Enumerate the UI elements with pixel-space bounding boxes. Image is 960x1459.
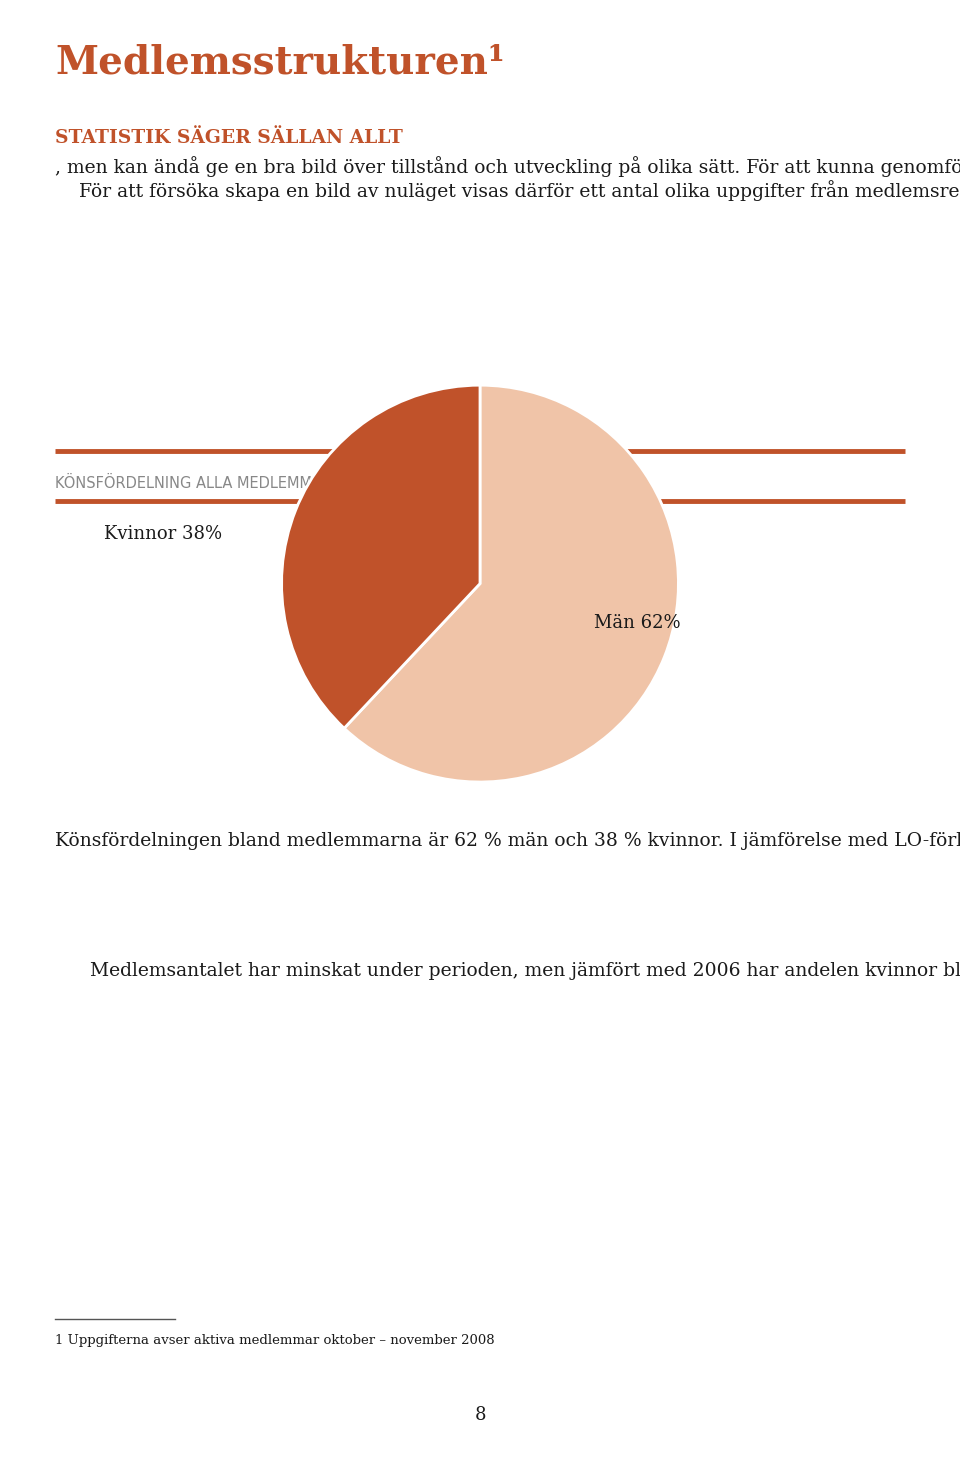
Text: 1 Uppgifterna avser aktiva medlemmar oktober – november 2008: 1 Uppgifterna avser aktiva medlemmar okt…	[55, 1334, 494, 1347]
Text: Medlemsantalet har minskat under perioden, men jämfört med 2006 har andelen kvin: Medlemsantalet har minskat under periode…	[90, 959, 960, 980]
Text: , men kan ändå ge en bra bild över tillstånd och utveckling på olika sätt. För a: , men kan ändå ge en bra bild över tills…	[55, 156, 960, 201]
Text: Könsfördelningen bland medlemmarna är 62 % män och 38 % kvinnor. I jämförelse me: Könsfördelningen bland medlemmarna är 62…	[55, 829, 960, 851]
Wedge shape	[281, 385, 480, 728]
Text: KÖNSFÖRDELNING ALLA MEDLEMMAR: KÖNSFÖRDELNING ALLA MEDLEMMAR	[55, 476, 332, 492]
Text: 8: 8	[474, 1406, 486, 1424]
Text: Män 62%: Män 62%	[594, 614, 681, 632]
Wedge shape	[345, 385, 679, 782]
Text: Kvinnor 38%: Kvinnor 38%	[104, 525, 222, 543]
Text: STATISTIK SÄGER SÄLLAN ALLT: STATISTIK SÄGER SÄLLAN ALLT	[55, 128, 403, 147]
Text: Medlemsstrukturen¹: Medlemsstrukturen¹	[55, 44, 505, 82]
